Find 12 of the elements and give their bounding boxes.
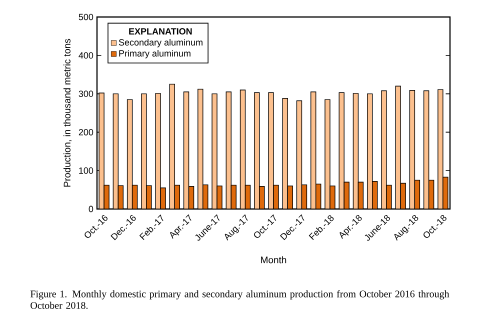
y-axis-title: Production, in thousand metric tons <box>63 38 72 187</box>
y-tick-label: 300 <box>78 90 94 97</box>
legend-label: Primary aluminum <box>119 50 190 58</box>
x-axis-title: Month <box>261 256 286 264</box>
caption: Figure 1. Monthly domestic primary and secondary aluminum production from October 2016 through October 2018. <box>30 290 450 309</box>
y-tick-label: 500 <box>78 14 94 20</box>
legend-title: EXPLANATION <box>129 28 192 35</box>
y-tick-label: 200 <box>78 129 94 136</box>
legend-label: Secondary aluminum <box>118 38 202 48</box>
y-tick-label: 400 <box>78 52 94 59</box>
y-tick-label: 0 <box>88 206 94 212</box>
y-tick-label: 100 <box>79 167 94 174</box>
